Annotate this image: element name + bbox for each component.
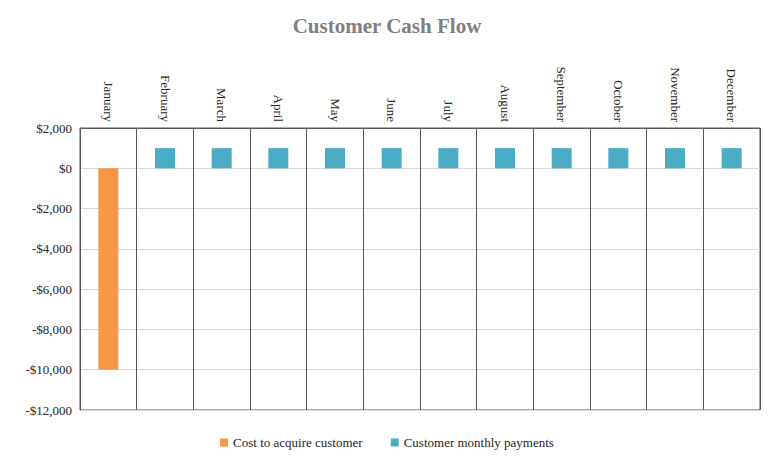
svg-text:-$8,000: -$8,000 [32,322,72,337]
svg-text:November: November [668,67,683,123]
svg-text:-$6,000: -$6,000 [32,282,72,297]
svg-text:September: September [554,66,569,122]
svg-text:-$4,000: -$4,000 [32,241,72,256]
svg-text:October: October [611,80,626,123]
svg-text:-$12,000: -$12,000 [25,403,72,418]
svg-text:January: January [101,82,116,123]
svg-text:December: December [724,69,739,123]
svg-text:$0: $0 [59,161,72,176]
svg-text:July: July [441,100,456,122]
svg-text:Cost to acquire customer: Cost to acquire customer [233,435,363,450]
svg-text:March: March [214,88,229,122]
svg-text:Customer monthly payments: Customer monthly payments [404,435,554,450]
svg-text:$2,000: $2,000 [36,121,72,136]
svg-text:August: August [498,84,513,122]
svg-text:May: May [328,98,343,122]
svg-text:-$2,000: -$2,000 [32,201,72,216]
svg-text:April: April [271,95,286,123]
svg-text:-$10,000: -$10,000 [25,362,72,377]
svg-text:Customer Cash Flow: Customer Cash Flow [293,14,482,38]
svg-text:February: February [158,75,173,122]
svg-text:June: June [384,98,399,122]
